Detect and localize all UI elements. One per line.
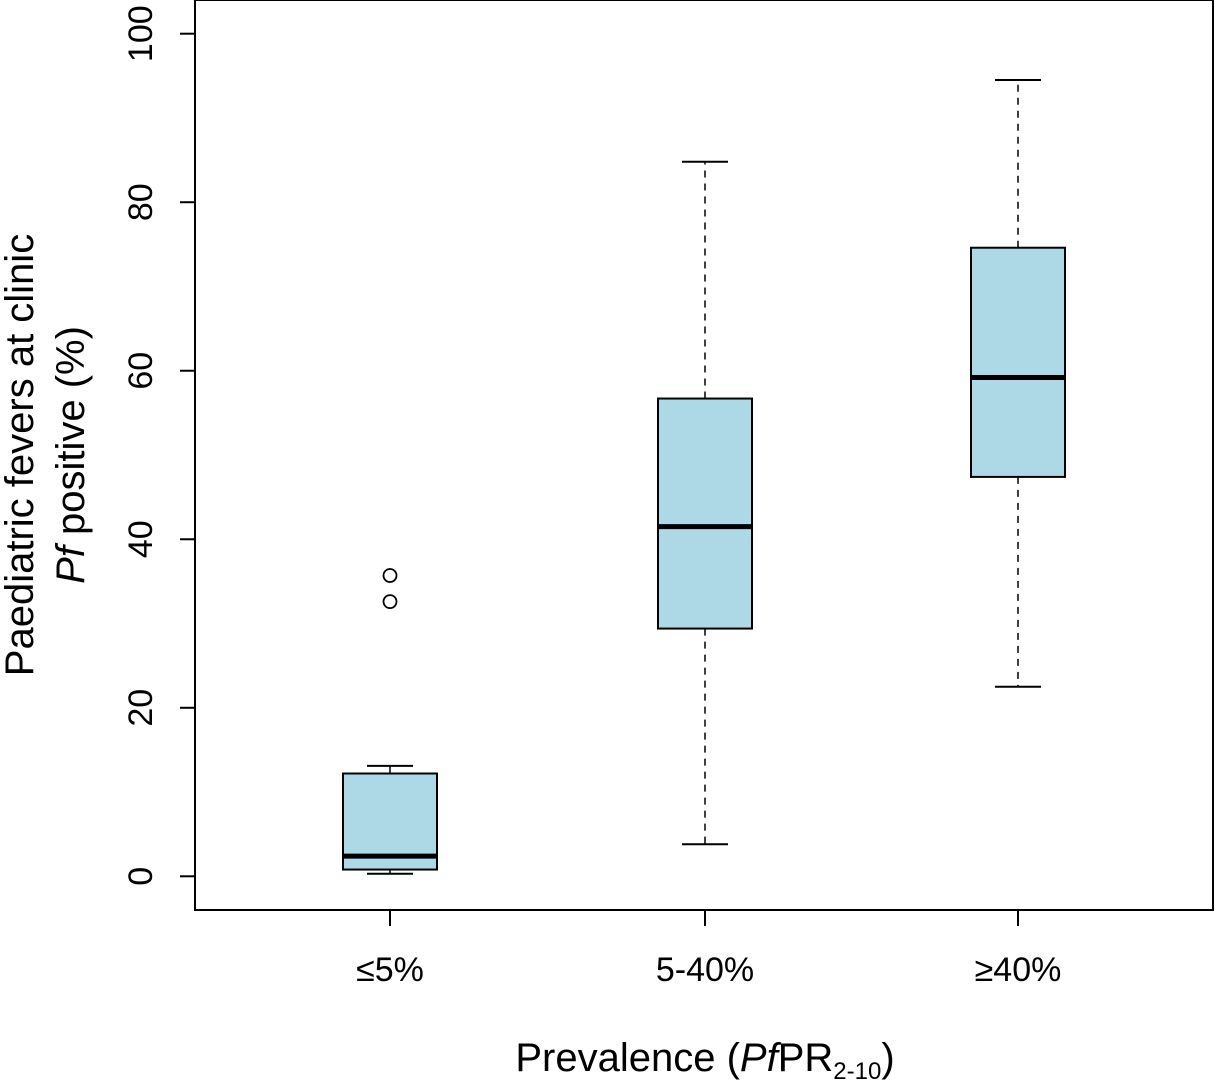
x-axis-label-close: ) <box>881 1036 894 1080</box>
y-tick-label: 0 <box>122 867 160 886</box>
box-group <box>970 79 1066 688</box>
y-axis-label-line2: Pf positive (%) <box>49 326 93 584</box>
x-axis: ≤5% 5-40% ≥40% <box>356 909 1062 989</box>
x-tick-label: ≤5% <box>356 951 424 989</box>
box-iqr <box>970 246 1066 478</box>
x-axis-label-italic: Pf <box>740 1036 782 1080</box>
x-tick-label: 5-40% <box>656 951 754 989</box>
y-tick-label: 80 <box>122 183 160 221</box>
outlier-point <box>382 568 398 583</box>
box-group <box>342 568 438 875</box>
x-tick-label: ≥40% <box>975 951 1062 989</box>
box-iqr <box>342 772 438 871</box>
x-axis-label-main: Prevalence ( <box>515 1036 740 1080</box>
box-series <box>342 79 1066 875</box>
box-iqr <box>657 397 753 630</box>
y-tick-label: 100 <box>122 5 160 62</box>
outlier-point <box>382 594 398 610</box>
x-axis-label: Prevalence (PfPR2-10) <box>515 1036 894 1080</box>
y-tick-label: 40 <box>122 520 160 558</box>
y-tick-label: 60 <box>122 352 160 390</box>
x-axis-label-subscript: 2-10 <box>833 1058 881 1080</box>
y-tick-label: 20 <box>122 689 160 727</box>
y-axis-label-italic: Pf <box>49 542 93 584</box>
y-axis: 0 20 40 60 80 100 <box>122 5 196 886</box>
box-group <box>657 160 753 846</box>
x-axis-label-after: PR <box>778 1036 834 1080</box>
y-axis-label-line1: Paediatric fevers at clinic <box>0 234 42 676</box>
y-axis-label-rest: positive (%) <box>49 326 93 546</box>
